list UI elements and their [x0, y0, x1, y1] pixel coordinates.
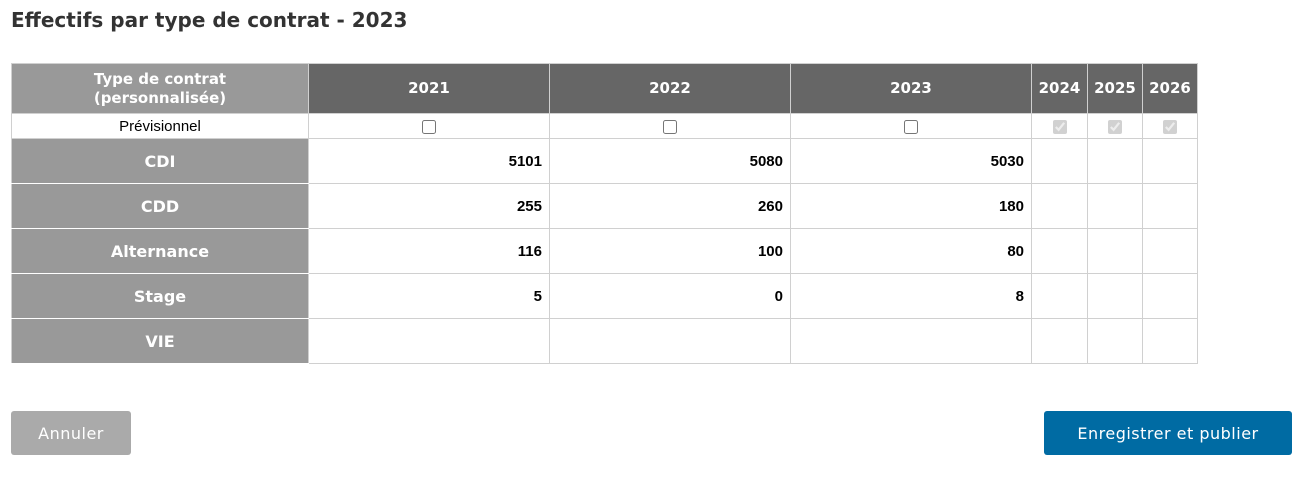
empty-cell[interactable]	[1031, 138, 1088, 184]
forecast-checkbox[interactable]	[1052, 119, 1067, 134]
value-cell[interactable]: 5	[308, 273, 550, 319]
value-cell[interactable]: 8	[790, 273, 1032, 319]
empty-cell[interactable]	[1031, 273, 1088, 319]
value-cell[interactable]: 5101	[308, 138, 550, 184]
forecast-label: Prévisionnel	[11, 113, 309, 139]
forecast-cell	[1087, 113, 1143, 139]
contract-table: Type de contrat (personnalisée) 2021 2022 2…	[11, 63, 1198, 364]
empty-cell[interactable]	[1087, 273, 1143, 319]
empty-cell[interactable]	[1142, 318, 1198, 364]
cancel-button[interactable]: Annuler	[11, 411, 131, 455]
forecast-cell	[790, 113, 1032, 139]
column-header: 2026	[1142, 63, 1198, 114]
data-row: VIE	[11, 318, 1198, 364]
empty-cell[interactable]	[1142, 273, 1198, 319]
column-header: 2021	[308, 63, 550, 114]
data-row: Stage 5 0 8	[11, 273, 1198, 319]
value-cell[interactable]: 255	[308, 183, 550, 229]
table-body: Prévisionnel CDI 5101 5080 5030 CDD 255 260 180 A…	[11, 113, 1198, 364]
value-cell[interactable]: 180	[790, 183, 1032, 229]
row-label: Alternance	[11, 228, 309, 274]
value-cell[interactable]: 100	[549, 228, 791, 274]
empty-cell[interactable]	[1087, 183, 1143, 229]
data-row: CDD 255 260 180	[11, 183, 1198, 229]
empty-cell[interactable]	[1142, 228, 1198, 274]
empty-cell[interactable]	[1031, 183, 1088, 229]
empty-cell[interactable]	[1142, 183, 1198, 229]
forecast-checkbox[interactable]	[1163, 119, 1177, 134]
forecast-checkbox[interactable]	[904, 119, 918, 134]
forecast-cell	[1031, 113, 1088, 139]
row-header-title: Type de contrat (personnalisée)	[11, 63, 309, 114]
empty-cell[interactable]	[790, 318, 1032, 364]
forecast-checkbox[interactable]	[1108, 119, 1122, 134]
value-cell[interactable]: 0	[549, 273, 791, 319]
empty-cell[interactable]	[1031, 228, 1088, 274]
column-header: 2025	[1087, 63, 1143, 114]
data-row: Alternance 116 100 80	[11, 228, 1198, 274]
data-row: CDI 5101 5080 5030	[11, 138, 1198, 184]
row-label: VIE	[11, 318, 309, 364]
empty-cell[interactable]	[1087, 318, 1143, 364]
empty-cell[interactable]	[1087, 138, 1143, 184]
value-cell[interactable]: 80	[790, 228, 1032, 274]
empty-cell[interactable]	[1031, 318, 1088, 364]
value-cell[interactable]: 5080	[549, 138, 791, 184]
column-header: 2022	[549, 63, 791, 114]
forecast-checkbox[interactable]	[663, 119, 677, 134]
empty-cell[interactable]	[549, 318, 791, 364]
value-cell[interactable]: 5030	[790, 138, 1032, 184]
forecast-checkbox[interactable]	[422, 119, 436, 134]
value-cell[interactable]: 260	[549, 183, 791, 229]
empty-cell[interactable]	[1087, 228, 1143, 274]
forecast-cell	[549, 113, 791, 139]
empty-cell[interactable]	[1142, 138, 1198, 184]
forecast-cell	[308, 113, 550, 139]
column-header: 2024	[1031, 63, 1088, 114]
column-header: 2023	[790, 63, 1032, 114]
page-title: Effectifs par type de contrat - 2023	[11, 8, 408, 32]
row-label: CDI	[11, 138, 309, 184]
row-label: Stage	[11, 273, 309, 319]
forecast-row: Prévisionnel	[11, 113, 1198, 139]
header-row: Type de contrat (personnalisée) 2021 2022 2…	[11, 63, 1198, 114]
value-cell[interactable]: 116	[308, 228, 550, 274]
forecast-cell	[1142, 113, 1198, 139]
empty-cell[interactable]	[308, 318, 550, 364]
row-label: CDD	[11, 183, 309, 229]
submit-button[interactable]: Enregistrer et publier	[1044, 411, 1292, 455]
